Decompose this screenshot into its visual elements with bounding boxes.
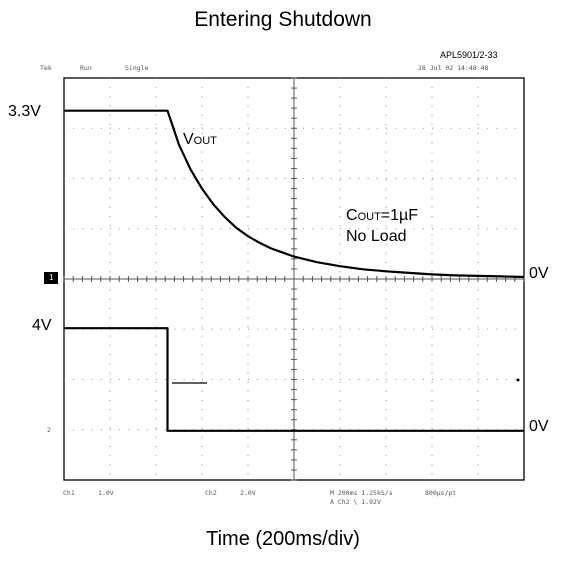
scope-header-single: Single	[125, 64, 149, 72]
footer-ch1-scale: 1.0V	[98, 489, 114, 497]
ch2-right-dot	[516, 378, 520, 382]
x-axis-label: Time (200ms/div)	[206, 528, 360, 550]
plot-traces	[64, 109, 525, 432]
ch2-ground-marker: 2	[47, 426, 51, 434]
footer-trigger: A Ch2 \ 1.92V	[330, 498, 381, 506]
vout-label: VOUT	[183, 131, 217, 149]
vout-trace	[64, 109, 525, 279]
en-trace	[64, 327, 524, 432]
scope-header-run: Run	[80, 64, 92, 72]
annotation-c: C	[346, 207, 358, 224]
figure-id: APL5901/2-33	[440, 50, 498, 60]
vout-label-sub: OUT	[193, 135, 217, 147]
footer-ch2: Ch2	[205, 489, 217, 497]
footer-ch1: Ch1	[63, 489, 75, 497]
condition-annotation: COUT=1µF No Load	[346, 206, 418, 246]
footer-record: 800µs/pt	[425, 489, 457, 497]
chart-title: Entering Shutdown	[194, 8, 372, 31]
scope-header-tek: Tek	[40, 64, 52, 72]
ch2-level-label: 4V	[32, 317, 52, 334]
vout-label-main: V	[183, 131, 194, 148]
ch2-zero-label: 0V	[529, 418, 549, 435]
annotation-line2: No Load	[346, 228, 407, 245]
scope-header-timestamp: 28 Jul 02 14:48:48	[418, 64, 489, 72]
annotation-line1: COUT=1µF	[346, 206, 418, 227]
footer-ch2-scale: 2.0V	[240, 489, 256, 497]
footer-timebase: M 200ms 1.25kS/s	[330, 489, 393, 497]
annotation-sub: OUT	[357, 211, 381, 223]
ch1-zero-label: 0V	[529, 265, 549, 282]
ch1-level-label: 3.3V	[8, 103, 41, 120]
annotation-value: =1µF	[380, 207, 419, 224]
ch1-ground-marker: 1	[44, 272, 59, 284]
